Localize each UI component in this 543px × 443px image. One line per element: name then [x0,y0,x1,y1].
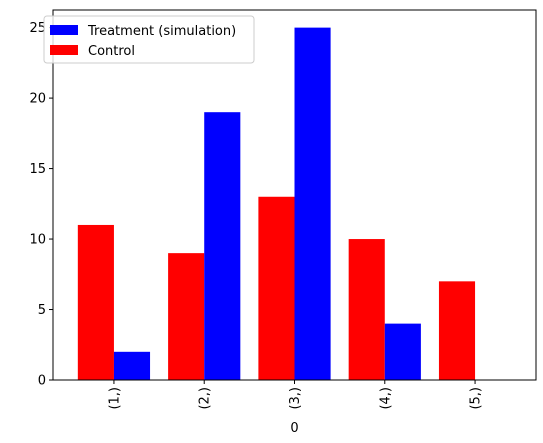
bar-treatment-simulation-2 [204,112,241,380]
y-tick-label: 0 [38,374,46,389]
legend-swatch [50,25,78,35]
y-tick-label: 25 [29,21,46,36]
y-tick-label: 15 [29,162,46,177]
x-axis: (1,) (2,) (3,) (4,) (5,) [107,380,484,410]
y-tick-label: 5 [38,303,46,318]
y-tick-label: 20 [29,92,46,107]
bar-control-3 [258,196,295,380]
x-tick-label: (5,) [469,387,484,410]
x-tick-label: (4,) [378,387,393,410]
x-tick-label: (1,) [107,387,122,410]
x-tick-label: (2,) [198,387,213,410]
legend-box [43,15,255,64]
legend-label: Control [88,44,135,59]
bar-control-2 [168,253,205,380]
bar-control-5 [438,281,476,380]
bar-control-1 [77,224,114,380]
legend-label: Treatment (simulation) [87,24,236,39]
y-tick-label: 10 [29,233,46,248]
x-axis-label: 0 [290,421,298,436]
x-tick-label: (3,) [288,387,303,410]
bar-treatment-simulation-3 [294,27,331,380]
legend-swatch [50,45,78,55]
bar-treatment-simulation-4 [384,323,421,380]
y-axis: 0 5 10 15 20 25 [29,21,53,389]
bars-group [77,27,476,380]
bar-control-4 [348,239,385,380]
legend: Treatment (simulation) Control [43,15,255,64]
bar-treatment-simulation-1 [113,351,151,380]
